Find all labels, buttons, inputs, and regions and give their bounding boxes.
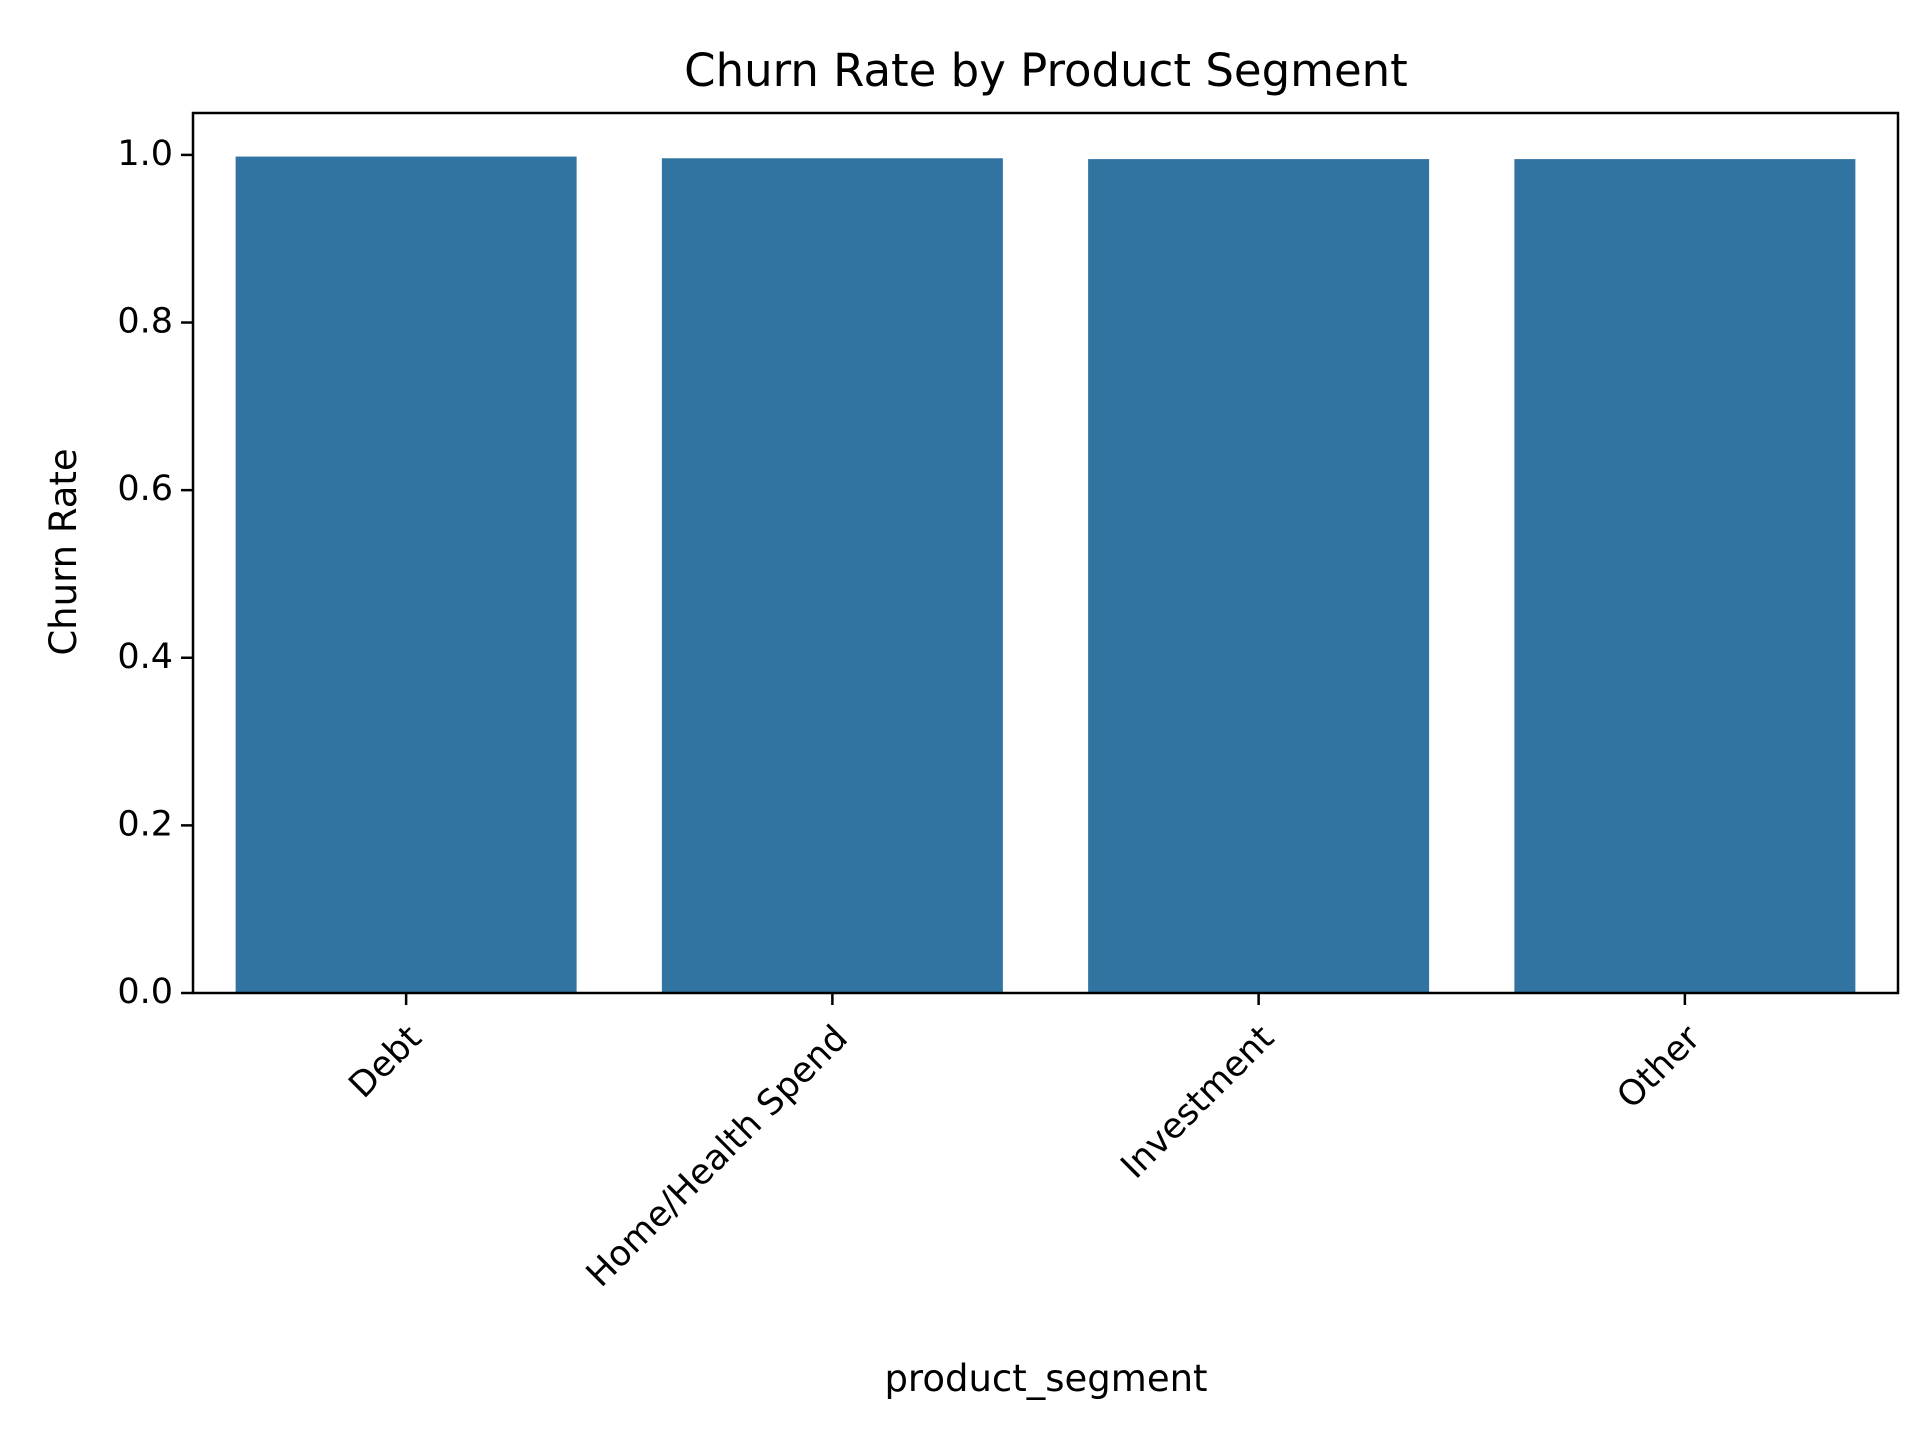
bar-debt	[235, 156, 577, 994]
bar-home-health-spend	[661, 158, 1003, 993]
y-axis: 0.0 0.2 0.4 0.6 0.8 1.0	[117, 134, 193, 1012]
y-tick-label: 0.8	[117, 302, 173, 342]
bar-other	[1514, 159, 1856, 994]
y-tick-label: 0.0	[117, 972, 173, 1012]
y-tick-label: 0.2	[117, 804, 173, 844]
y-tick-label: 0.4	[117, 637, 173, 677]
bars	[235, 156, 1856, 994]
y-axis-label: Churn Rate	[42, 448, 85, 655]
chart-title: Churn Rate by Product Segment	[684, 44, 1408, 97]
bar-investment	[1088, 159, 1430, 994]
y-tick-label: 0.6	[117, 469, 173, 509]
x-axis-label: product_segment	[884, 1357, 1207, 1400]
plot-frame	[191, 111, 1900, 995]
y-tick-label: 1.0	[117, 134, 173, 174]
